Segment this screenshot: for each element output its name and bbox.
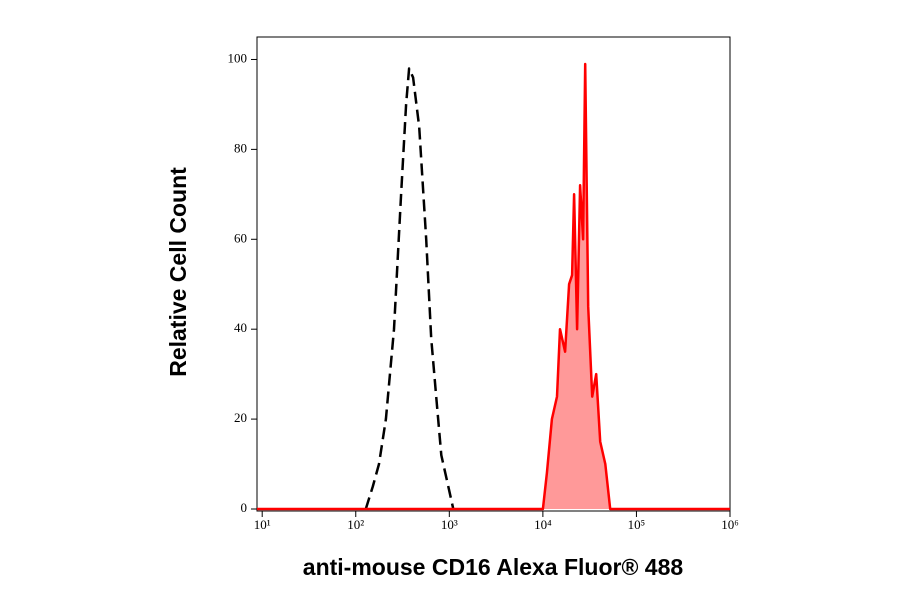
y-tick-label: 20 — [234, 410, 247, 425]
series-line — [364, 67, 455, 510]
plot-frame — [256, 36, 731, 512]
x-tick-label: 10² — [347, 517, 364, 532]
x-tick-label: 10⁴ — [534, 517, 552, 532]
y-axis-title: Relative Cell Count — [165, 167, 191, 377]
y-tick-label: 80 — [234, 140, 247, 155]
x-tick-label: 10¹ — [254, 517, 271, 532]
x-axis-title: anti-mouse CD16 Alexa Fluor® 488 — [303, 554, 684, 580]
y-tick-label: 60 — [234, 230, 247, 245]
y-tick-label: 100 — [228, 50, 248, 65]
series-line — [257, 62, 730, 511]
x-tick-label: 10⁵ — [628, 517, 646, 532]
y-tick-label: 0 — [241, 500, 248, 515]
x-tick-label: 10³ — [441, 517, 458, 532]
x-tick-label: 10⁶ — [721, 517, 739, 532]
area-fill — [257, 64, 730, 509]
y-tick-label: 40 — [234, 320, 247, 335]
